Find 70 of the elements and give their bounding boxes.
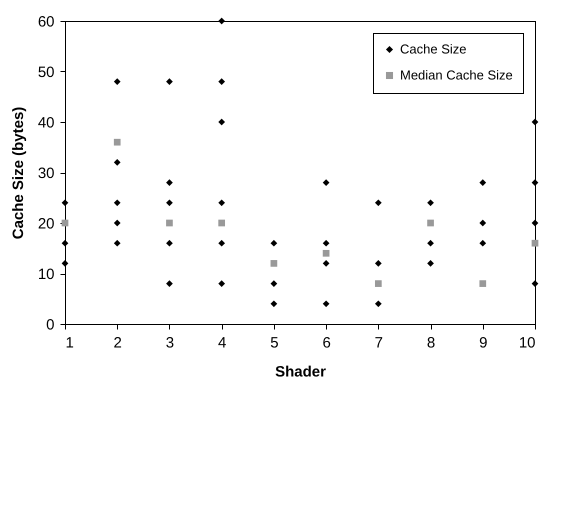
point bbox=[479, 280, 486, 287]
point bbox=[166, 179, 173, 186]
point bbox=[374, 280, 382, 287]
point bbox=[218, 118, 226, 126]
point bbox=[479, 179, 486, 186]
x-tick-label: 8 bbox=[426, 334, 436, 352]
legend-label: Cache Size bbox=[400, 42, 466, 56]
y-tick-label: 60 bbox=[38, 14, 54, 30]
y-tick-label: 50 bbox=[38, 64, 54, 81]
y-tick-label: 20 bbox=[38, 216, 54, 232]
point bbox=[270, 240, 278, 247]
point bbox=[62, 260, 68, 267]
point bbox=[322, 240, 330, 247]
x-tick-label: 10 bbox=[518, 334, 536, 352]
y-tick-label: 40 bbox=[38, 114, 54, 132]
point bbox=[427, 240, 434, 247]
point bbox=[270, 260, 278, 267]
y-tick-label: 30 bbox=[38, 165, 54, 182]
x-tick-label: 9 bbox=[479, 334, 488, 352]
point bbox=[270, 300, 278, 308]
point bbox=[374, 300, 382, 308]
point bbox=[114, 78, 121, 85]
x-tick-label: 3 bbox=[166, 334, 174, 352]
point bbox=[322, 250, 330, 257]
point bbox=[532, 280, 538, 287]
point bbox=[479, 220, 486, 226]
x-axis-title: Shader bbox=[275, 364, 326, 380]
x-tick-label: 6 bbox=[322, 334, 331, 352]
point bbox=[166, 199, 173, 206]
y-axis-title: Cache Size (bytes) bbox=[10, 106, 27, 240]
point bbox=[322, 260, 330, 267]
point bbox=[427, 220, 434, 226]
point bbox=[114, 138, 121, 146]
point bbox=[532, 240, 538, 247]
point bbox=[270, 280, 278, 287]
point bbox=[114, 199, 121, 206]
x-tick-label: 5 bbox=[270, 334, 279, 352]
point bbox=[166, 220, 173, 226]
y-tick-label: 10 bbox=[38, 266, 54, 283]
point bbox=[532, 118, 538, 126]
point bbox=[532, 179, 538, 186]
point bbox=[114, 159, 121, 166]
point bbox=[427, 199, 434, 206]
x-tick-label: 1 bbox=[66, 334, 74, 352]
point bbox=[218, 18, 226, 24]
x-tick-label: 4 bbox=[218, 334, 226, 352]
point bbox=[427, 260, 434, 267]
point bbox=[218, 78, 226, 85]
point bbox=[218, 220, 226, 226]
x-tick-label: 7 bbox=[374, 334, 384, 352]
point bbox=[62, 240, 68, 247]
point bbox=[479, 240, 486, 247]
point bbox=[218, 280, 226, 287]
point bbox=[322, 179, 330, 186]
point bbox=[62, 199, 68, 206]
point bbox=[322, 300, 330, 308]
point bbox=[166, 78, 173, 85]
point bbox=[166, 240, 173, 247]
point bbox=[374, 260, 382, 267]
point bbox=[374, 199, 382, 206]
point bbox=[166, 280, 173, 287]
y-tick-label: 0 bbox=[46, 316, 54, 334]
point bbox=[532, 220, 538, 226]
point bbox=[62, 220, 68, 226]
point bbox=[114, 240, 121, 247]
point bbox=[218, 240, 226, 247]
point bbox=[218, 199, 226, 206]
point bbox=[114, 220, 121, 226]
legend-label: Median Cache Size bbox=[400, 68, 513, 82]
x-tick-label: 2 bbox=[114, 334, 122, 352]
